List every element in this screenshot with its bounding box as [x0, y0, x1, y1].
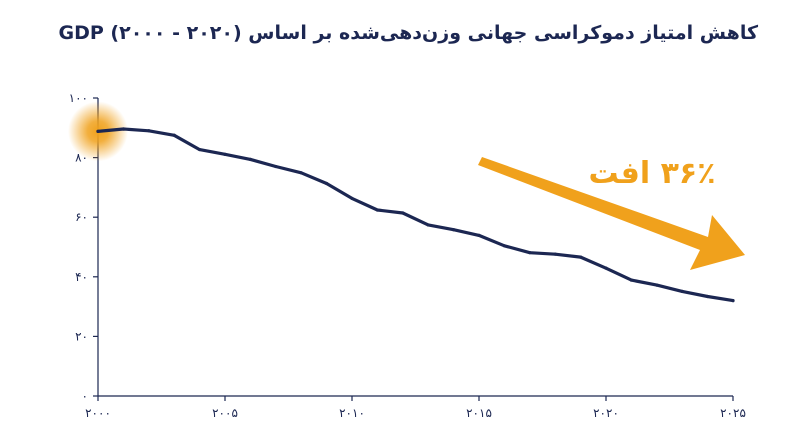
data-point	[452, 228, 456, 232]
data-point	[299, 171, 303, 175]
y-tick-label: ۱۰۰	[69, 91, 88, 105]
data-point	[502, 244, 506, 248]
data-point	[553, 252, 557, 256]
y-tick-label: ۰	[82, 389, 88, 403]
decline-label: ۳۶٪ افت	[588, 156, 715, 191]
x-tick-label: ۲۰۱۵	[466, 406, 492, 420]
data-point	[579, 255, 583, 259]
series-group	[96, 127, 735, 303]
y-tick-label: ۴۰	[75, 270, 88, 284]
x-tick-label: ۲۰۰۰	[85, 406, 111, 420]
data-point	[350, 196, 354, 201]
data-point	[96, 129, 100, 133]
x-tick-label: ۲۰۲۵	[720, 406, 746, 420]
data-point	[680, 289, 684, 294]
x-axis: ۲۰۰۰ ۲۰۰۵ ۲۰۱۰ ۲۰۱۵ ۲۰۲۰ ۲۰۲۵	[85, 395, 746, 420]
data-point	[375, 208, 379, 212]
y-tick-label: ۲۰	[75, 329, 88, 343]
data-point	[172, 133, 176, 137]
x-tick-label: ۲۰۲۰	[593, 406, 619, 420]
data-point	[198, 147, 202, 152]
data-point	[426, 223, 430, 227]
x-tick-label: ۲۰۰۵	[212, 406, 238, 420]
decline-annotation: ۳۶٪ افت	[478, 156, 745, 270]
data-point	[706, 294, 710, 299]
data-point	[147, 129, 151, 133]
data-point	[528, 251, 532, 255]
data-point	[248, 157, 252, 161]
data-point	[655, 283, 659, 287]
data-point	[325, 181, 329, 186]
data-point	[121, 127, 125, 131]
data-point	[401, 211, 405, 215]
x-tick-label: ۲۰۱۰	[339, 406, 365, 420]
data-point	[223, 152, 227, 156]
series-line	[96, 127, 735, 303]
decline-arrow	[478, 157, 745, 270]
chart-title: کاهش امتیاز دموکراسی جهانی وزن‌دهی‌شده ب…	[58, 22, 758, 44]
y-tick-label: ۶۰	[75, 210, 88, 224]
data-point	[629, 278, 634, 282]
data-point	[274, 164, 278, 169]
data-point	[604, 266, 608, 270]
data-point	[477, 233, 481, 237]
data-point	[731, 299, 735, 303]
